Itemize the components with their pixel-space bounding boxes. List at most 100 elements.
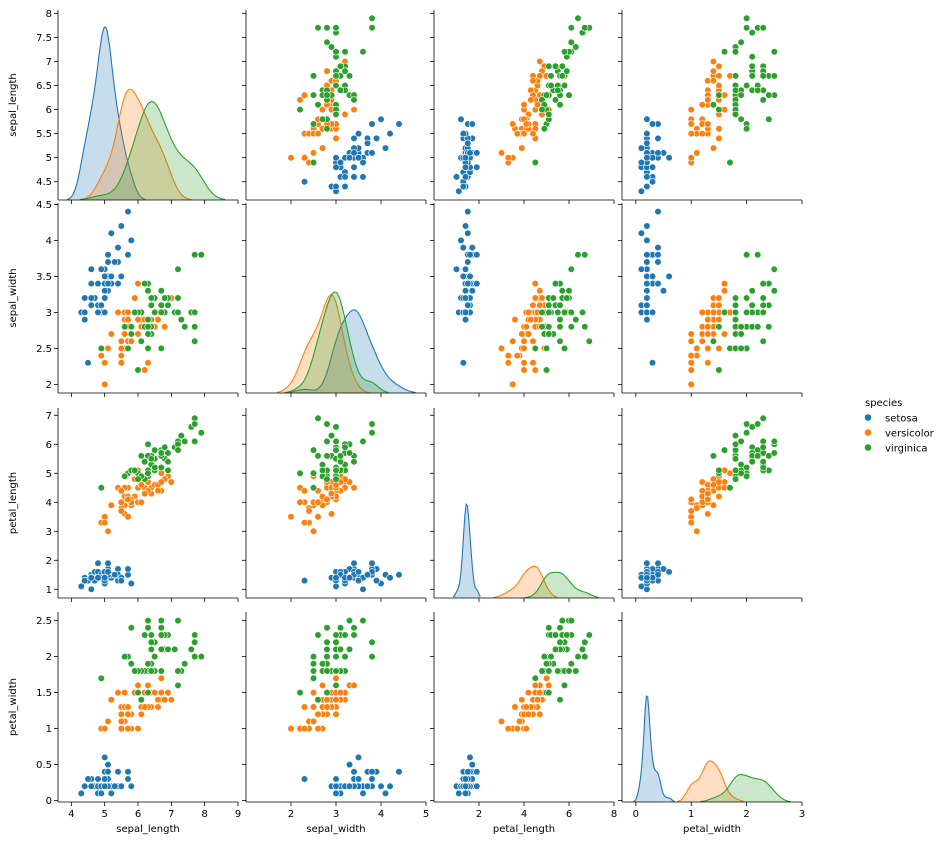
scatter-point-setosa — [648, 308, 657, 317]
scatter-point-virginica — [754, 86, 762, 94]
scatter-point-setosa — [81, 576, 89, 585]
scatter-point-virginica — [157, 301, 165, 309]
scatter-point-virginica — [164, 466, 172, 475]
y-tick-label: 2 — [46, 652, 52, 663]
scatter-point-virginica — [332, 475, 340, 483]
scatter-point-virginica — [748, 423, 756, 431]
scatter-point-virginica — [174, 308, 182, 317]
scatter-point-virginica — [545, 308, 553, 317]
scatter-point-virginica — [748, 458, 756, 466]
scatter-point-versicolor — [687, 366, 695, 374]
scatter-point-setosa — [464, 301, 472, 309]
scatter-point-setosa — [466, 251, 474, 259]
scatter-point-virginica — [726, 158, 734, 167]
scatter-point-virginica — [742, 420, 751, 428]
scatter-point-setosa — [111, 571, 119, 579]
scatter-point-versicolor — [520, 366, 528, 374]
scatter-point-virginica — [731, 48, 740, 56]
scatter-point-setosa — [461, 782, 470, 790]
scatter-point-virginica — [359, 48, 367, 56]
scatter-point-virginica — [737, 330, 745, 338]
scatter-point-versicolor — [114, 688, 122, 697]
scatter-point-setosa — [94, 574, 102, 582]
scatter-point-virginica — [770, 265, 778, 273]
scatter-point-virginica — [309, 469, 318, 477]
scatter-point-setosa — [332, 574, 340, 582]
scatter-point-virginica — [540, 125, 548, 133]
scatter-point-virginica — [581, 24, 589, 32]
scatter-point-virginica — [332, 72, 340, 80]
scatter-point-virginica — [309, 484, 318, 492]
scatter-point-setosa — [341, 182, 349, 191]
scatter-point-virginica — [368, 14, 376, 22]
scatter-point-virginica — [134, 366, 142, 374]
panel-sepal_length-vs-petal_width — [618, 10, 803, 204]
scatter-point-virginica — [748, 53, 756, 61]
scatter-point-virginica — [332, 81, 340, 90]
scatter-point-versicolor — [141, 366, 149, 374]
scatter-point-virginica — [144, 469, 152, 477]
scatter-point-setosa — [84, 359, 92, 367]
scatter-point-setosa — [452, 173, 461, 181]
scatter-point-virginica — [720, 446, 729, 454]
scatter-point-virginica — [556, 638, 564, 646]
kde-fill-virginica-sepal_width — [284, 291, 389, 393]
scatter-point-virginica — [581, 323, 589, 331]
scatter-point-setosa — [350, 134, 358, 142]
scatter-point-setosa — [359, 158, 367, 167]
scatter-point-versicolor — [296, 96, 304, 104]
scatter-point-virginica — [731, 110, 740, 118]
scatter-point-virginica — [545, 624, 553, 632]
scatter-point-virginica — [181, 437, 189, 446]
scatter-point-virginica — [720, 48, 729, 56]
scatter-point-setosa — [332, 163, 340, 171]
scatter-point-setosa — [386, 574, 394, 582]
scatter-point-setosa — [101, 782, 109, 790]
scatter-point-virginica — [563, 631, 571, 639]
scatter-point-versicolor — [300, 518, 309, 527]
kde-line-versicolor-petal_width — [677, 760, 745, 803]
kde-line-virginica-petal_length — [525, 571, 599, 599]
scatter-point-virginica — [709, 452, 718, 460]
scatter-point-virginica — [127, 330, 135, 338]
scatter-point-versicolor — [497, 149, 506, 157]
scatter-point-setosa — [643, 294, 651, 302]
scatter-point-virginica — [531, 158, 539, 167]
x-tick-label: 3 — [799, 809, 805, 820]
scatter-point-virginica — [323, 38, 331, 46]
scatter-point-versicolor — [117, 710, 125, 718]
scatter-point-versicolor — [529, 77, 537, 85]
scatter-point-virginica — [323, 452, 331, 460]
scatter-point-virginica — [556, 696, 564, 704]
kde-fill-setosa-petal_width — [633, 696, 675, 802]
scatter-point-versicolor — [509, 380, 517, 389]
scatter-point-virginica — [345, 616, 354, 625]
scatter-point-virginica — [368, 638, 376, 646]
scatter-point-setosa — [461, 154, 470, 162]
scatter-point-virginica — [336, 452, 345, 460]
scatter-point-virginica — [191, 337, 199, 345]
scatter-point-virginica — [332, 667, 340, 675]
y-tick-label: 1.5 — [36, 688, 52, 699]
scatter-point-virginica — [309, 91, 318, 99]
scatter-point-virginica — [585, 631, 593, 639]
scatter-point-virginica — [551, 631, 560, 639]
scatter-point-virginica — [191, 652, 199, 661]
scatter-point-setosa — [654, 559, 662, 567]
scatter-point-virginica — [715, 91, 723, 99]
kde-line-virginica-sepal_width — [284, 291, 389, 394]
scatter-point-virginica — [336, 86, 345, 94]
y-tick-label: 2 — [46, 556, 52, 567]
scatter-point-versicolor — [704, 330, 712, 338]
scatter-point-setosa — [87, 782, 95, 790]
scatter-point-setosa — [473, 163, 481, 171]
scatter-point-versicolor — [104, 717, 112, 726]
scatter-point-virginica — [134, 475, 142, 483]
scatter-point-virginica — [742, 81, 751, 90]
scatter-point-setosa — [350, 559, 358, 567]
scatter-point-virginica — [551, 96, 560, 104]
scatter-point-virginica — [147, 301, 155, 309]
scatter-point-virginica — [531, 674, 539, 682]
scatter-point-virginica — [574, 14, 582, 22]
x-tick-label: 4 — [521, 809, 527, 820]
